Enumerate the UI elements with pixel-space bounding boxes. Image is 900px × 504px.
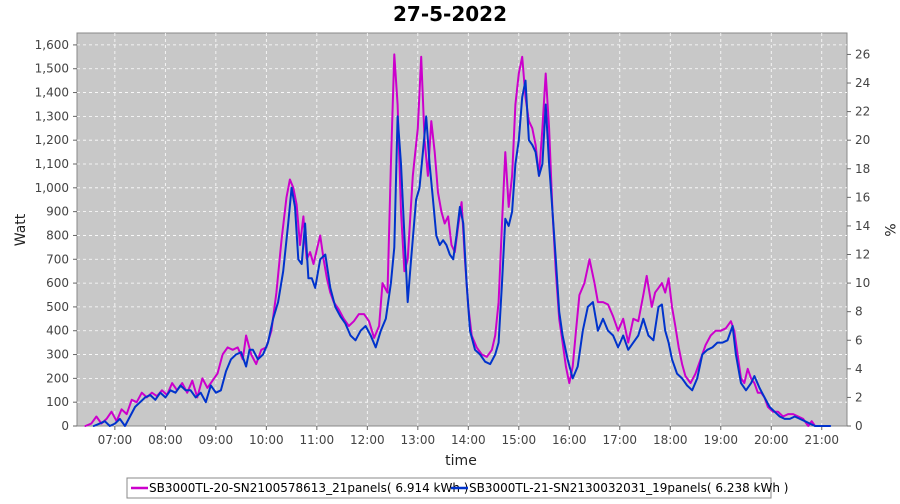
series-line-2 bbox=[92, 79, 832, 427]
chart-title: 27-5-2022 bbox=[393, 2, 507, 26]
y-tick-label: 300 bbox=[46, 348, 69, 362]
y2-tick-label: 26 bbox=[855, 47, 870, 61]
x-tick-label: 13:00 bbox=[401, 433, 436, 447]
y-axis-left: 0 100 200 300 400 500 600 700 800 900 1,000 1,100 1,… bbox=[35, 38, 77, 433]
x-tick-label: 07:00 bbox=[98, 433, 133, 447]
y-tick-label: 0 bbox=[61, 419, 69, 433]
y-axis-title: Watt bbox=[13, 213, 29, 246]
y2-tick-label: 20 bbox=[855, 133, 870, 147]
x-axis-title: time bbox=[445, 453, 477, 469]
y-tick-label: 400 bbox=[46, 324, 69, 338]
x-tick-label: 11:00 bbox=[300, 433, 335, 447]
x-tick-label: 12:00 bbox=[350, 433, 385, 447]
y2-tick-label: 0 bbox=[855, 419, 863, 433]
legend-label-series-1: SB3000TL-20-SN2100578613_21panels( 6.914… bbox=[149, 481, 468, 495]
x-tick-label: 18:00 bbox=[653, 433, 688, 447]
y-tick-label: 1,400 bbox=[35, 86, 69, 100]
series-layer bbox=[84, 53, 832, 427]
y2-tick-label: 12 bbox=[855, 248, 870, 262]
y-tick-label: 800 bbox=[46, 228, 69, 242]
y-tick-label: 500 bbox=[46, 300, 69, 314]
x-tick-label: 09:00 bbox=[199, 433, 234, 447]
x-tick-label: 14:00 bbox=[451, 433, 486, 447]
y2-tick-label: 8 bbox=[855, 305, 863, 319]
x-tick-label: 20:00 bbox=[754, 433, 789, 447]
gridlines bbox=[77, 33, 847, 426]
y2-tick-label: 10 bbox=[855, 276, 870, 290]
x-axis: 07:00 08:00 09:00 10:00 11:00 12:00 13:00 14:00… bbox=[98, 426, 839, 447]
x-tick-label: 19:00 bbox=[703, 433, 738, 447]
y-tick-label: 1,300 bbox=[35, 109, 69, 123]
y2-tick-label: 14 bbox=[855, 219, 870, 233]
y-tick-label: 900 bbox=[46, 205, 69, 219]
legend: SB3000TL-20-SN2100578613_21panels( 6.914… bbox=[126, 477, 788, 499]
y-tick-label: 1,600 bbox=[35, 38, 69, 52]
y-tick-label: 1,200 bbox=[35, 133, 69, 147]
y-tick-label: 200 bbox=[46, 371, 69, 385]
y2-tick-label: 16 bbox=[855, 190, 870, 204]
y2-tick-label: 6 bbox=[855, 333, 863, 347]
plot-area bbox=[76, 32, 848, 427]
x-tick-label: 10:00 bbox=[249, 433, 284, 447]
y-tick-label: 1,500 bbox=[35, 62, 69, 76]
legend-label-series-2: SB3000TL-21-SN2130032031_19panels( 6.238… bbox=[469, 481, 788, 495]
y2-tick-label: 4 bbox=[855, 362, 863, 376]
y-tick-label: 1,000 bbox=[35, 181, 69, 195]
y-tick-label: 100 bbox=[46, 395, 69, 409]
legend-box bbox=[126, 477, 772, 499]
y2-axis-title: % bbox=[881, 223, 897, 236]
y2-tick-label: 18 bbox=[855, 162, 870, 176]
y2-tick-label: 24 bbox=[855, 76, 870, 90]
x-tick-label: 15:00 bbox=[502, 433, 537, 447]
y-tick-label: 1,100 bbox=[35, 157, 69, 171]
x-tick-label: 21:00 bbox=[804, 433, 839, 447]
y2-tick-label: 22 bbox=[855, 105, 870, 119]
x-tick-label: 08:00 bbox=[148, 433, 183, 447]
x-tick-label: 17:00 bbox=[602, 433, 637, 447]
x-tick-label: 16:00 bbox=[552, 433, 587, 447]
y2-tick-label: 2 bbox=[855, 390, 863, 404]
y-tick-label: 700 bbox=[46, 252, 69, 266]
y-tick-label: 600 bbox=[46, 276, 69, 290]
